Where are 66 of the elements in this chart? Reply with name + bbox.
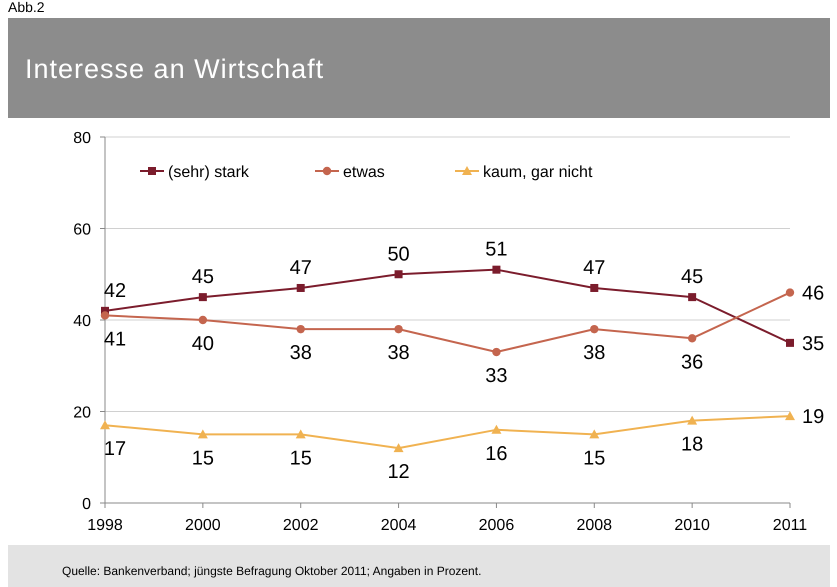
x-tick-label: 1998 bbox=[87, 517, 123, 534]
x-tick-label: 2004 bbox=[380, 517, 416, 534]
point bbox=[491, 424, 502, 434]
data-label: 15 bbox=[290, 447, 312, 470]
x-tick-label: 2008 bbox=[576, 517, 612, 534]
point bbox=[590, 284, 598, 292]
data-label: 46 bbox=[802, 282, 824, 305]
data-label: 41 bbox=[104, 328, 126, 350]
data-label: 15 bbox=[583, 447, 606, 470]
point bbox=[492, 266, 500, 274]
data-label: 45 bbox=[192, 266, 214, 288]
data-label: 35 bbox=[802, 332, 824, 355]
point bbox=[492, 348, 501, 356]
data-label: 36 bbox=[681, 351, 704, 374]
legend-label: etwas bbox=[343, 164, 385, 181]
point bbox=[296, 429, 306, 438]
data-label: 45 bbox=[681, 266, 704, 288]
x-tick-label: 2010 bbox=[674, 517, 710, 534]
point bbox=[785, 411, 795, 420]
point bbox=[589, 429, 600, 438]
data-label: 38 bbox=[387, 342, 410, 364]
y-tick-label: 60 bbox=[73, 222, 92, 238]
legend-label: (sehr) stark bbox=[168, 164, 250, 181]
point bbox=[100, 420, 110, 430]
data-label: 51 bbox=[485, 238, 508, 261]
data-label: 38 bbox=[290, 342, 312, 364]
x-tick-label: 2006 bbox=[478, 517, 514, 534]
source-note: Quelle: Bankenverband; jüngste Befragung Oktober 2011; Angaben in Prozent. bbox=[62, 564, 482, 578]
point bbox=[786, 288, 794, 297]
data-label: 47 bbox=[290, 256, 312, 279]
data-label: 47 bbox=[583, 256, 606, 279]
data-label: 18 bbox=[681, 434, 704, 456]
x-tick-label: 2002 bbox=[282, 517, 319, 534]
x-tick-label: 2000 bbox=[185, 517, 221, 534]
point bbox=[198, 429, 208, 438]
data-label: 12 bbox=[387, 461, 410, 484]
data-label: 40 bbox=[192, 333, 214, 355]
point bbox=[296, 324, 305, 334]
point bbox=[100, 311, 110, 320]
point bbox=[688, 293, 696, 302]
y-tick-label: 80 bbox=[73, 130, 92, 147]
data-label: 16 bbox=[485, 442, 508, 465]
point bbox=[296, 284, 305, 292]
point bbox=[198, 316, 208, 324]
data-label: 42 bbox=[104, 280, 126, 302]
point bbox=[688, 334, 696, 342]
point bbox=[687, 416, 698, 425]
data-label: 19 bbox=[802, 406, 824, 428]
legend-label: kaum, gar nicht bbox=[483, 164, 593, 181]
x-tick-label: 2011 bbox=[772, 517, 808, 534]
data-label: 50 bbox=[387, 243, 410, 266]
point bbox=[394, 443, 404, 452]
data-label: 33 bbox=[485, 365, 508, 388]
y-tick-label: 20 bbox=[73, 404, 92, 422]
point bbox=[786, 338, 794, 347]
point bbox=[394, 324, 403, 334]
y-tick-label: 40 bbox=[73, 313, 92, 330]
y-tick-label: 0 bbox=[82, 496, 92, 513]
data-label: 17 bbox=[104, 438, 126, 460]
chart-title: Interesse an Wirtschaft bbox=[25, 54, 324, 84]
data-label: 38 bbox=[583, 342, 606, 364]
data-label: 15 bbox=[192, 447, 214, 470]
point bbox=[590, 324, 598, 334]
caption: Abb.2 bbox=[8, 0, 45, 15]
point bbox=[198, 293, 207, 302]
point bbox=[394, 270, 403, 278]
